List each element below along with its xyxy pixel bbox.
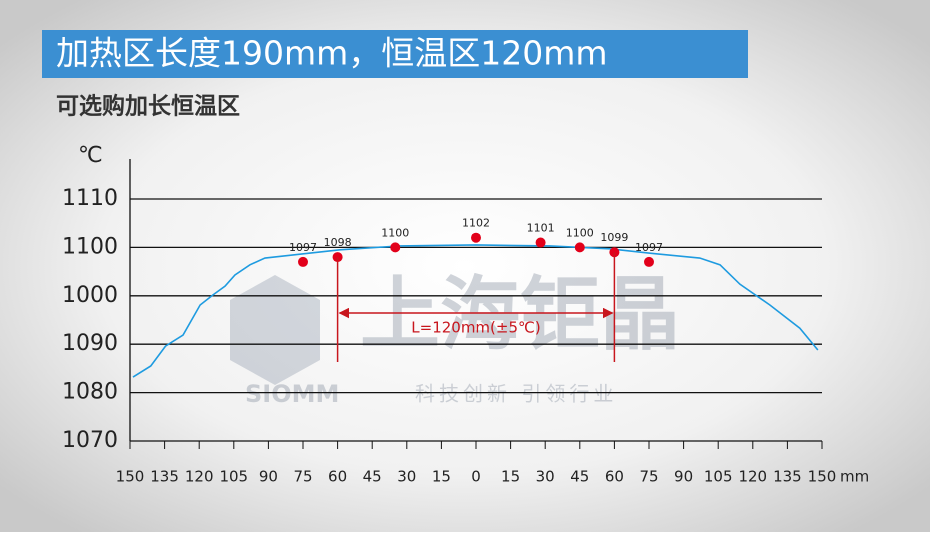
data-label: 1102 bbox=[462, 217, 490, 230]
x-tick-label: 0 bbox=[471, 468, 481, 486]
x-tick-label: 75 bbox=[293, 468, 312, 486]
marker bbox=[609, 247, 620, 258]
data-label: 1100 bbox=[381, 226, 409, 239]
x-tick-label: 45 bbox=[363, 468, 382, 486]
x-tick-label: 15 bbox=[432, 468, 451, 486]
y-unit: ℃ bbox=[78, 143, 103, 168]
watermark: SIOMM 上海钜晶 科技创新 引领行业 bbox=[230, 268, 680, 408]
x-tick-label: 75 bbox=[639, 468, 658, 486]
x-tick-label: 30 bbox=[536, 468, 555, 486]
title: 加热区长度190mm，恒温区120mm bbox=[56, 34, 608, 73]
title-bar bbox=[42, 30, 748, 78]
marker bbox=[574, 242, 585, 253]
y-tick-label: 1110 bbox=[62, 186, 118, 211]
data-label: 1099 bbox=[600, 231, 628, 244]
x-unit: mm bbox=[840, 468, 869, 486]
y-tick-label: 1000 bbox=[62, 283, 118, 308]
x-tick-label: 150 bbox=[116, 468, 145, 486]
marker bbox=[298, 256, 308, 267]
x-tick-label: 135 bbox=[150, 468, 179, 486]
data-label: 1098 bbox=[324, 236, 352, 249]
logo-text: SIOMM bbox=[245, 380, 339, 408]
marker bbox=[390, 242, 401, 253]
marker bbox=[471, 232, 481, 243]
subtitle: 可选购加长恒温区 bbox=[56, 94, 240, 120]
marker bbox=[644, 256, 654, 267]
data-label: 1101 bbox=[527, 222, 555, 235]
x-tick-label: 120 bbox=[185, 468, 214, 486]
x-tick-label: 90 bbox=[259, 468, 278, 486]
logo-shape bbox=[230, 275, 320, 385]
x-tick-label: 45 bbox=[570, 468, 589, 486]
x-tick-label: 30 bbox=[397, 468, 416, 486]
x-tick-label: 135 bbox=[773, 468, 802, 486]
temperature-curve bbox=[132, 244, 819, 378]
marker bbox=[535, 237, 546, 248]
data-label: 1097 bbox=[289, 241, 317, 254]
slogan: 科技创新 引领行业 bbox=[415, 382, 617, 406]
data-label: 1097 bbox=[635, 241, 663, 254]
x-tick-label: 105 bbox=[704, 468, 733, 486]
y-tick-label: 1100 bbox=[62, 234, 118, 259]
x-tick-label: 60 bbox=[328, 468, 347, 486]
x-tick-label: 15 bbox=[501, 468, 520, 486]
annotation: L=120mm(±5℃) bbox=[411, 319, 540, 337]
y-tick-label: 1090 bbox=[62, 331, 118, 356]
brand: 上海钜晶 bbox=[360, 268, 680, 361]
x-tick-label: 120 bbox=[738, 468, 767, 486]
y-tick-label: 1080 bbox=[62, 380, 118, 405]
x-tick-label: 150 bbox=[808, 468, 837, 486]
x-tick-label: 90 bbox=[674, 468, 693, 486]
x-tick-label: 105 bbox=[219, 468, 248, 486]
x-tick-label: 60 bbox=[605, 468, 624, 486]
y-tick-label: 1070 bbox=[62, 428, 118, 453]
data-label: 1100 bbox=[566, 226, 594, 239]
